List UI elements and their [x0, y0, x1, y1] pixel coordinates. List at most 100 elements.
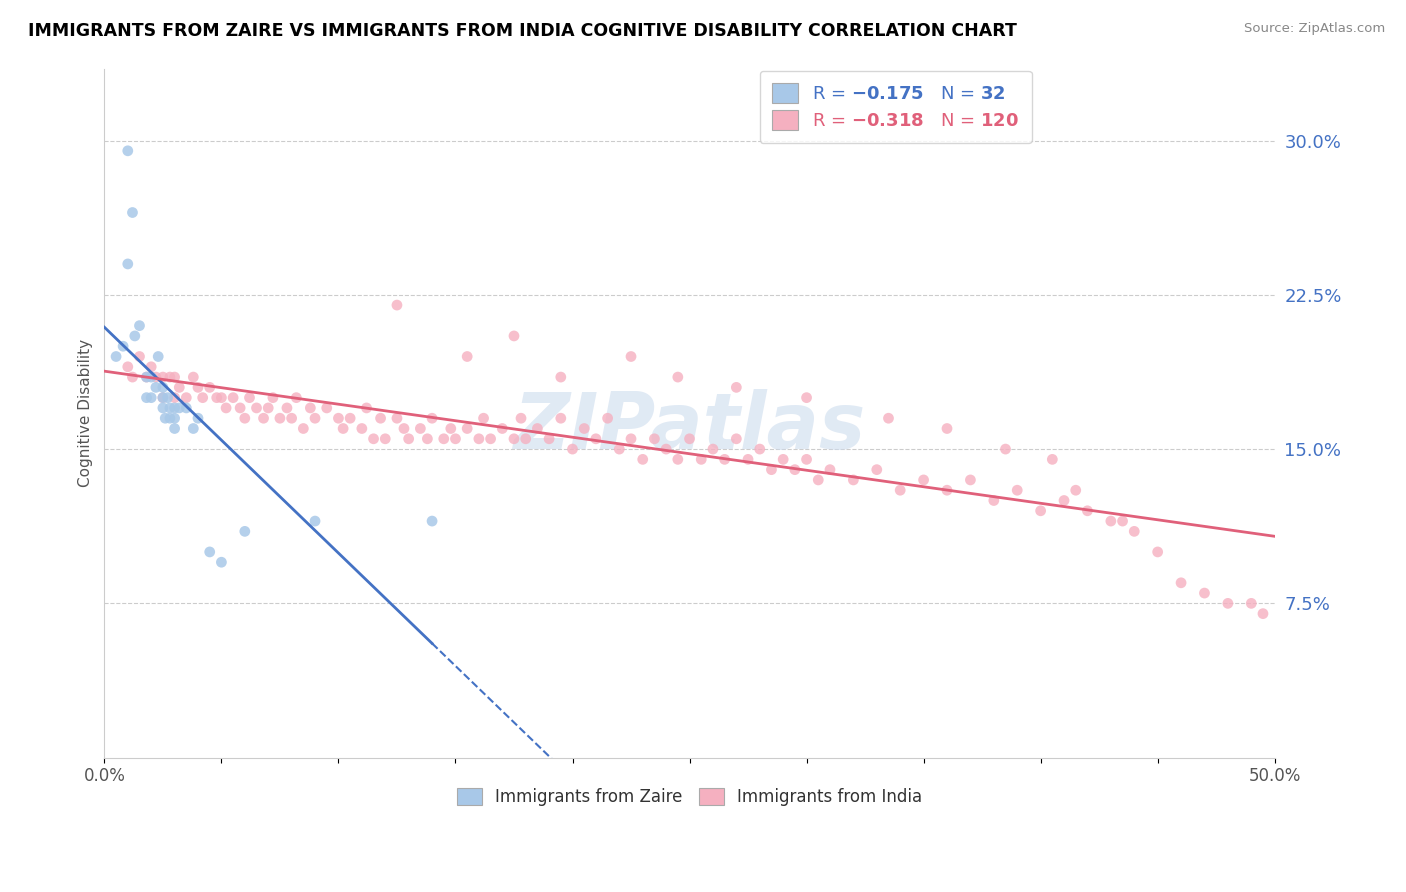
Point [299, 401, 322, 415]
Point [456, 350, 478, 364]
Point [479, 432, 502, 446]
Point [152, 391, 174, 405]
Point [222, 391, 245, 405]
Point [1216, 596, 1239, 610]
Point [238, 391, 260, 405]
Point [141, 391, 163, 405]
Point [796, 391, 818, 405]
Point [1170, 575, 1192, 590]
Point [889, 483, 911, 498]
Point [444, 432, 467, 446]
Point [176, 391, 198, 405]
Text: Source: ZipAtlas.com: Source: ZipAtlas.com [1244, 22, 1385, 36]
Point [456, 421, 478, 435]
Point [339, 411, 361, 425]
Point [398, 432, 420, 446]
Point [666, 370, 689, 384]
Point [538, 432, 561, 446]
Point [1099, 514, 1122, 528]
Point [936, 421, 959, 435]
Point [152, 391, 174, 405]
Point [315, 401, 337, 415]
Point [702, 442, 724, 456]
Point [959, 473, 981, 487]
Point [148, 350, 170, 364]
Point [198, 380, 221, 394]
Point [936, 483, 959, 498]
Point [233, 524, 256, 539]
Point [121, 205, 143, 219]
Point [112, 339, 135, 353]
Point [607, 442, 630, 456]
Point [631, 452, 654, 467]
Point [655, 442, 678, 456]
Point [152, 370, 174, 384]
Point [332, 421, 354, 435]
Point [468, 432, 491, 446]
Point [983, 493, 1005, 508]
Point [433, 432, 456, 446]
Point [620, 432, 643, 446]
Point [181, 370, 204, 384]
Point [163, 421, 186, 435]
Point [152, 380, 174, 394]
Point [620, 350, 643, 364]
Point [643, 432, 665, 446]
Point [472, 411, 495, 425]
Point [370, 411, 392, 425]
Point [420, 514, 443, 528]
Point [1194, 586, 1216, 600]
Point [245, 401, 267, 415]
Point [181, 421, 204, 435]
Point [725, 432, 748, 446]
Point [420, 411, 443, 425]
Point [145, 370, 167, 384]
Point [363, 432, 385, 446]
Point [796, 452, 818, 467]
Point [1076, 504, 1098, 518]
Point [187, 380, 209, 394]
Text: IMMIGRANTS FROM ZAIRE VS IMMIGRANTS FROM INDIA COGNITIVE DISABILITY CORRELATION : IMMIGRANTS FROM ZAIRE VS IMMIGRANTS FROM… [28, 22, 1017, 40]
Point [690, 452, 713, 467]
Point [842, 473, 865, 487]
Point [105, 350, 128, 364]
Point [409, 421, 432, 435]
Point [124, 329, 146, 343]
Point [725, 380, 748, 394]
Point [666, 452, 689, 467]
Point [269, 411, 291, 425]
Point [169, 401, 191, 415]
Point [252, 411, 274, 425]
Point [169, 380, 191, 394]
Point [503, 329, 526, 343]
Point [385, 411, 408, 425]
Point [510, 411, 533, 425]
Point [117, 359, 139, 374]
Point [356, 401, 378, 415]
Point [1123, 524, 1146, 539]
Point [737, 452, 759, 467]
Point [209, 555, 232, 569]
Point [128, 350, 150, 364]
Point [818, 463, 841, 477]
Point [1146, 545, 1168, 559]
Point [328, 411, 350, 425]
Point [285, 391, 308, 405]
Point [491, 421, 513, 435]
Point [152, 401, 174, 415]
Point [159, 411, 181, 425]
Point [877, 411, 900, 425]
Point [761, 463, 783, 477]
Point [1005, 483, 1028, 498]
Point [1111, 514, 1133, 528]
Point [515, 432, 537, 446]
Point [121, 370, 143, 384]
Point [866, 463, 889, 477]
Point [163, 391, 186, 405]
Legend: Immigrants from Zaire, Immigrants from India: Immigrants from Zaire, Immigrants from I… [449, 780, 931, 814]
Point [205, 391, 228, 405]
Point [198, 545, 221, 559]
Point [135, 370, 157, 384]
Point [440, 421, 463, 435]
Point [156, 391, 179, 405]
